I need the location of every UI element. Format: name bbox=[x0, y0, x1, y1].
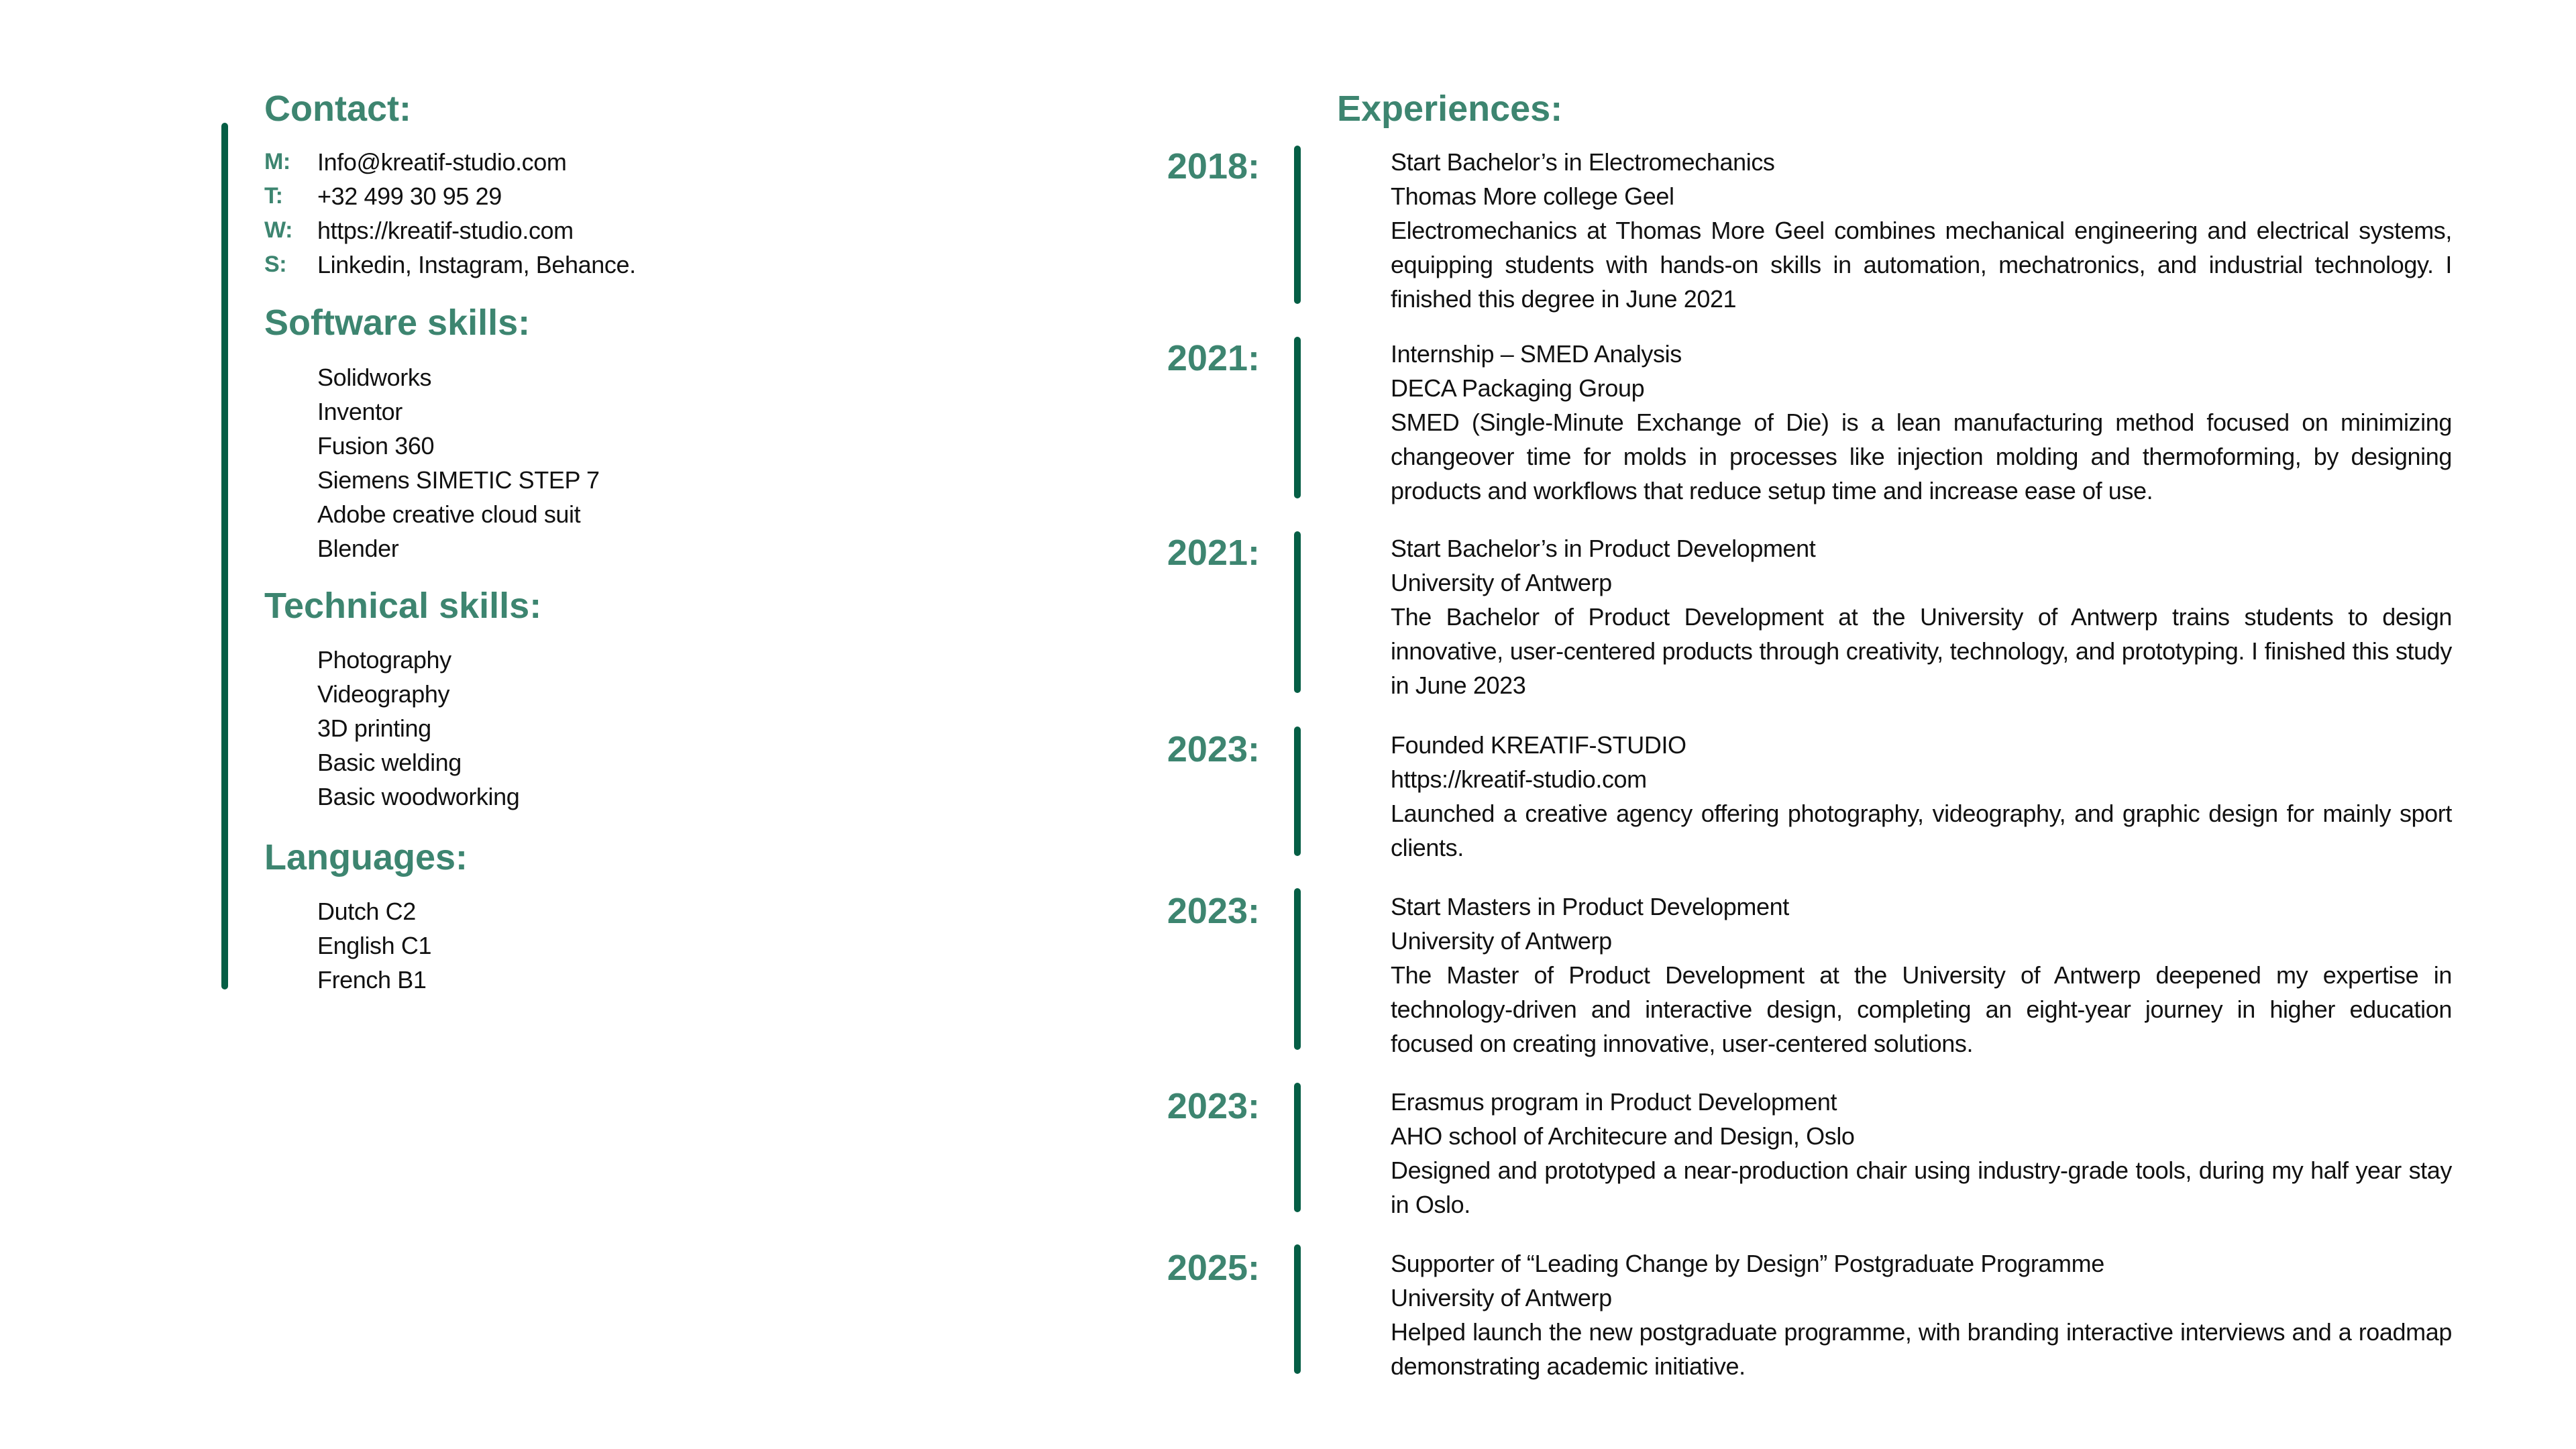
technical-item: 3D printing bbox=[317, 714, 431, 742]
technical-item: Videography bbox=[317, 680, 450, 708]
contact-label: T: bbox=[264, 183, 283, 209]
technical-item: Photography bbox=[317, 646, 451, 674]
experience-year: 2025: bbox=[1167, 1248, 1260, 1288]
experience-title: Start Bachelor’s in Electromechanics bbox=[1391, 148, 1775, 176]
experience-title: Supporter of “Leading Change by Design” … bbox=[1391, 1250, 2104, 1277]
timeline-bar bbox=[1294, 1244, 1301, 1374]
left-accent-bar bbox=[221, 123, 228, 989]
experience-org: DECA Packaging Group bbox=[1391, 374, 1645, 402]
experiences-heading: Experiences: bbox=[1337, 89, 1563, 129]
experience-description: The Bachelor of Product Development at t… bbox=[1391, 603, 2452, 699]
experience-year: 2021: bbox=[1167, 338, 1260, 378]
software-item: Blender bbox=[317, 535, 399, 562]
technical-heading: Technical skills: bbox=[264, 586, 542, 626]
experience-entry: Founded KREATIF-STUDIO https://kreatif-st… bbox=[1391, 728, 2452, 865]
languages-item: Dutch C2 bbox=[317, 898, 416, 925]
timeline-bar bbox=[1294, 727, 1301, 856]
contact-value: Info@kreatif-studio.com bbox=[317, 148, 567, 176]
contact-label: W: bbox=[264, 217, 292, 243]
experience-title: Internship – SMED Analysis bbox=[1391, 340, 1682, 368]
experience-description: Electromechanics at Thomas More Geel com… bbox=[1391, 217, 2452, 313]
experience-title: Erasmus program in Product Development bbox=[1391, 1088, 1837, 1116]
contact-value: https://kreatif-studio.com bbox=[317, 217, 574, 244]
contact-row: S: Linkedin, Instagram, Behance. bbox=[264, 248, 636, 282]
experience-year: 2023: bbox=[1167, 1086, 1260, 1126]
languages-list: Dutch C2 English C1 French B1 bbox=[317, 894, 432, 997]
experience-description: The Master of Product Development at the… bbox=[1391, 961, 2452, 1057]
software-item: Inventor bbox=[317, 398, 402, 425]
experience-title: Start Masters in Product Development bbox=[1391, 893, 1789, 920]
experience-year: 2021: bbox=[1167, 533, 1260, 573]
experience-year: 2023: bbox=[1167, 729, 1260, 769]
languages-heading: Languages: bbox=[264, 837, 468, 877]
experience-entry: Internship – SMED Analysis DECA Packaging… bbox=[1391, 337, 2452, 508]
contact-row: W: https://kreatif-studio.com bbox=[264, 213, 574, 248]
software-item: Solidworks bbox=[317, 364, 432, 391]
languages-item: French B1 bbox=[317, 966, 427, 994]
timeline-bar bbox=[1294, 337, 1301, 498]
experience-description: Designed and prototyped a near-productio… bbox=[1391, 1157, 2452, 1218]
languages-item: English C1 bbox=[317, 932, 432, 959]
experience-description: Launched a creative agency offering phot… bbox=[1391, 800, 2452, 861]
contact-heading: Contact: bbox=[264, 89, 411, 129]
software-item: Siemens SIMETIC STEP 7 bbox=[317, 466, 600, 494]
experience-org: University of Antwerp bbox=[1391, 569, 1612, 596]
experience-title: Start Bachelor’s in Product Development bbox=[1391, 535, 1816, 562]
software-item: Adobe creative cloud suit bbox=[317, 500, 581, 528]
experience-org: https://kreatif-studio.com bbox=[1391, 765, 1647, 793]
experience-entry: Supporter of “Leading Change by Design” … bbox=[1391, 1246, 2452, 1383]
software-heading: Software skills: bbox=[264, 303, 531, 343]
timeline-bar bbox=[1294, 146, 1301, 304]
timeline-bar bbox=[1294, 888, 1301, 1050]
technical-list: Photography Videography 3D printing Basic w… bbox=[317, 643, 520, 814]
experience-description: Helped launch the new postgraduate progr… bbox=[1391, 1318, 2452, 1380]
timeline-bar bbox=[1294, 1083, 1301, 1212]
technical-item: Basic woodworking bbox=[317, 783, 520, 810]
experience-year: 2023: bbox=[1167, 891, 1260, 931]
experience-entry: Start Masters in Product Development Univ… bbox=[1391, 890, 2452, 1061]
experience-org: Thomas More college Geel bbox=[1391, 182, 1674, 210]
timeline-bar bbox=[1294, 531, 1301, 693]
contact-label: S: bbox=[264, 252, 287, 277]
experience-entry: Erasmus program in Product Development AH… bbox=[1391, 1085, 2452, 1222]
software-item: Fusion 360 bbox=[317, 432, 435, 460]
contact-value: +32 499 30 95 29 bbox=[317, 182, 502, 210]
contact-row: M: Info@kreatif-studio.com bbox=[264, 145, 567, 179]
experience-title: Founded KREATIF-STUDIO bbox=[1391, 731, 1686, 759]
technical-item: Basic welding bbox=[317, 749, 462, 776]
experience-org: AHO school of Architecure and Design, Os… bbox=[1391, 1122, 1855, 1150]
software-list: Solidworks Inventor Fusion 360 Siemens SIME… bbox=[317, 360, 600, 566]
experience-entry: Start Bachelor’s in Electromechanics Thom… bbox=[1391, 145, 2452, 316]
contact-row: T: +32 499 30 95 29 bbox=[264, 179, 502, 213]
contact-label: M: bbox=[264, 149, 290, 174]
experience-year: 2018: bbox=[1167, 146, 1260, 186]
contact-value: Linkedin, Instagram, Behance. bbox=[317, 251, 636, 278]
experience-description: SMED (Single-Minute Exchange of Die) is … bbox=[1391, 409, 2452, 504]
experience-org: University of Antwerp bbox=[1391, 927, 1612, 955]
experience-org: University of Antwerp bbox=[1391, 1284, 1612, 1311]
experience-entry: Start Bachelor’s in Product Development U… bbox=[1391, 531, 2452, 702]
